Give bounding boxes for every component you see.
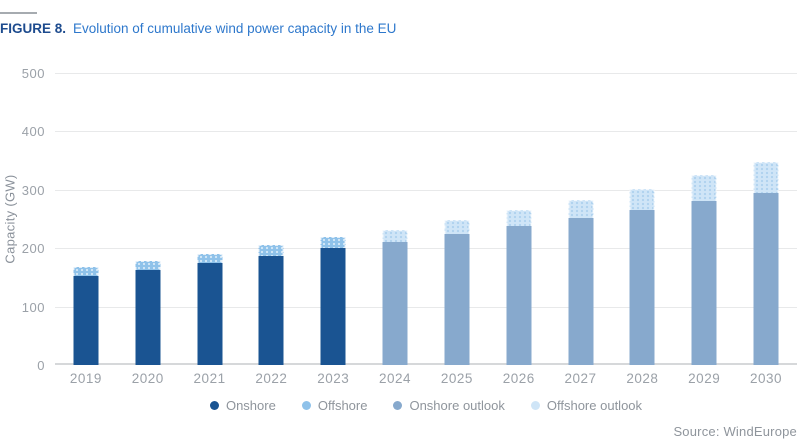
plot-area <box>55 73 797 365</box>
legend-item-offshore: Offshore <box>301 398 368 413</box>
legend-dot-offshore-outlook <box>530 401 540 410</box>
segment-onshore-outlook-2029 <box>691 200 717 365</box>
bar-slot-2030 <box>735 73 797 365</box>
legend-label-offshore-outlook: Offshore outlook <box>546 398 643 413</box>
segment-offshore-2020 <box>135 261 161 270</box>
bar-slot-2028 <box>611 73 673 365</box>
bar-2030 <box>753 162 779 365</box>
legend-dot-onshore <box>209 401 219 410</box>
legend-label-onshore-outlook: Onshore outlook <box>409 398 505 413</box>
chart-legend: Onshore Offshore Onshore outlook Offshore o… <box>55 398 797 413</box>
y-tick-500: 500 <box>21 66 45 81</box>
segment-onshore-outlook-2026 <box>506 226 532 365</box>
figure-label: FIGURE 8. <box>0 21 67 36</box>
segment-offshore-outlook-2028 <box>629 188 655 210</box>
bar-slots <box>55 73 797 365</box>
bar-2028 <box>629 188 655 365</box>
x-tick-2023: 2023 <box>317 371 350 386</box>
x-axis-labels: 2019 2020 2021 2022 2023 2024 2025 2026 2027 2028… <box>55 371 797 386</box>
gridline-100 <box>55 306 797 308</box>
segment-onshore-outlook-2027 <box>568 217 594 365</box>
x-tick-2029: 2029 <box>688 371 721 386</box>
legend-label-onshore: Onshore <box>225 398 276 413</box>
legend-label-offshore: Offshore <box>317 398 368 413</box>
legend-item-onshore: Onshore <box>209 398 276 413</box>
bar-2019 <box>73 266 99 365</box>
y-tick-400: 400 <box>21 124 45 140</box>
y-tick-300: 300 <box>21 182 45 198</box>
segment-offshore-2019 <box>73 266 99 276</box>
bar-slot-2026 <box>488 73 550 365</box>
bar-slot-2024 <box>364 73 426 365</box>
bar-slot-2027 <box>550 73 612 365</box>
bar-slot-2019 <box>55 73 117 365</box>
gridline-300 <box>55 189 797 191</box>
source-note: Source: WindEurope <box>673 424 797 439</box>
x-tick-2026: 2026 <box>502 371 535 386</box>
y-tick-200: 200 <box>21 241 45 257</box>
legend-dot-offshore <box>301 401 311 410</box>
segment-offshore-2022 <box>258 245 284 256</box>
figure-title-row: FIGURE 8. Evolution of cumulative wind po… <box>0 21 396 36</box>
x-tick-2021: 2021 <box>193 371 226 386</box>
segment-offshore-outlook-2025 <box>444 219 470 234</box>
bar-2025 <box>444 219 470 365</box>
segment-offshore-2023 <box>320 237 346 249</box>
header-rule <box>0 12 37 14</box>
y-axis-ticks: 0 100 200 300 400 500 <box>0 66 45 373</box>
x-tick-2030: 2030 <box>750 371 783 386</box>
segment-onshore-2020 <box>135 269 161 365</box>
segment-offshore-outlook-2026 <box>506 210 532 227</box>
legend-item-offshore-outlook: Offshore outlook <box>530 398 643 413</box>
bar-slot-2029 <box>673 73 735 365</box>
bar-slot-2021 <box>179 73 241 365</box>
y-tick-0: 0 <box>37 358 45 373</box>
x-tick-2025: 2025 <box>440 371 473 386</box>
bar-2029 <box>691 174 717 365</box>
bar-slot-2025 <box>426 73 488 365</box>
x-tick-2022: 2022 <box>255 371 288 386</box>
segment-offshore-outlook-2027 <box>568 200 594 218</box>
segment-offshore-outlook-2024 <box>382 230 408 243</box>
bar-2021 <box>197 254 223 365</box>
y-tick-100: 100 <box>21 299 45 315</box>
legend-dot-onshore-outlook <box>393 401 403 410</box>
segment-onshore-2022 <box>258 255 284 365</box>
bar-2024 <box>382 230 408 365</box>
x-tick-2028: 2028 <box>626 371 659 386</box>
gridline-500 <box>55 73 797 74</box>
bar-2027 <box>568 200 594 365</box>
x-tick-2024: 2024 <box>379 371 412 386</box>
segment-onshore-2023 <box>320 248 346 365</box>
segment-onshore-outlook-2024 <box>382 242 408 365</box>
x-tick-2019: 2019 <box>69 371 102 386</box>
x-tick-2027: 2027 <box>564 371 597 386</box>
segment-offshore-2021 <box>197 254 223 264</box>
legend-item-onshore-outlook: Onshore outlook <box>393 398 505 413</box>
segment-onshore-2021 <box>197 263 223 365</box>
x-tick-2020: 2020 <box>131 371 164 386</box>
bar-slot-2023 <box>302 73 364 365</box>
bar-2020 <box>135 261 161 365</box>
segment-onshore-outlook-2028 <box>629 209 655 365</box>
bar-slot-2020 <box>117 73 179 365</box>
segment-offshore-outlook-2029 <box>691 174 717 201</box>
segment-onshore-2019 <box>73 275 99 365</box>
bar-slot-2022 <box>240 73 302 365</box>
bar-2026 <box>506 210 532 365</box>
gridline-200 <box>55 248 797 250</box>
segment-onshore-outlook-2025 <box>444 233 470 365</box>
gridline-400 <box>55 131 797 133</box>
bar-2022 <box>258 245 284 365</box>
gridline-0 <box>55 363 797 365</box>
segment-onshore-outlook-2030 <box>753 193 779 365</box>
bar-2023 <box>320 237 346 365</box>
segment-offshore-outlook-2030 <box>753 162 779 194</box>
figure-title: Evolution of cumulative wind power capac… <box>73 21 397 36</box>
